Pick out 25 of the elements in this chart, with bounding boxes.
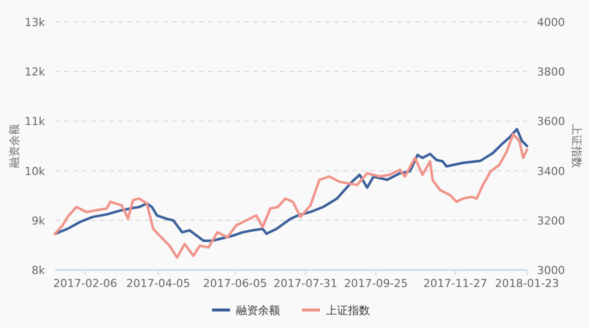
x-tick-label: 2017-04-05 <box>126 277 190 290</box>
y-tick-label: 13k <box>24 16 46 29</box>
y2-axis-title: 上证指数 <box>570 124 583 168</box>
y-tick-label: 12k <box>24 66 46 79</box>
line-series <box>54 133 528 259</box>
y-tick-label: 11k <box>24 115 46 128</box>
legend-label: 上证指数 <box>326 304 370 317</box>
y-tick-label: 8k <box>32 264 46 277</box>
legend-label: 融资余额 <box>236 304 280 317</box>
y2-tick-label: 4000 <box>537 16 565 29</box>
y2-tick-label: 3600 <box>537 115 565 128</box>
y2-tick-label: 3000 <box>537 264 565 277</box>
x-tick-label: 2017-02-06 <box>53 277 118 290</box>
x-tick-label: 2017-09-25 <box>344 277 408 290</box>
x-tick-label: 2017-11-27 <box>423 277 488 290</box>
x-tick-label: 2017-06-05 <box>203 277 267 290</box>
x-tick-label: 2017-07-31 <box>274 277 338 290</box>
line-series <box>54 128 528 242</box>
y2-tick-label: 3800 <box>537 66 565 79</box>
x-tick-label: 2018-01-23 <box>495 277 559 290</box>
y-axis-title: 融资余额 <box>8 124 21 168</box>
y-tick-label: 9k <box>32 214 46 228</box>
y2-tick-label: 3200 <box>537 214 565 228</box>
y2-tick-label: 3400 <box>537 164 565 178</box>
y-tick-label: 10k <box>24 164 46 178</box>
